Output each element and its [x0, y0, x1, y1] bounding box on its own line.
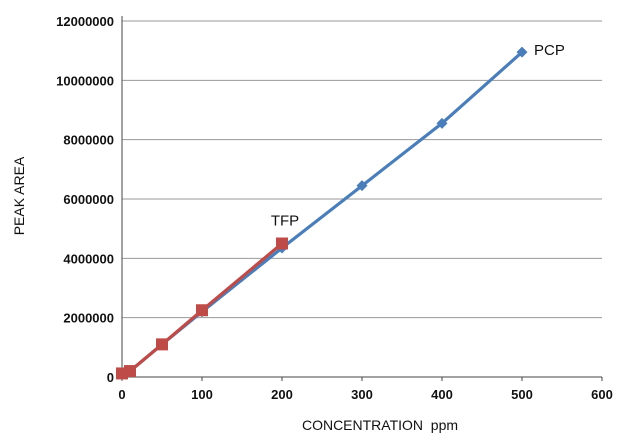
data-point-tfp — [276, 237, 288, 250]
y-tick-label: 8000000 — [63, 133, 114, 148]
series-labels: PCP TFP — [271, 42, 565, 229]
series-line-pcp — [121, 51, 524, 375]
series-label-tfp: TFP — [271, 213, 299, 230]
axes — [121, 16, 602, 378]
data-point-tfp — [124, 365, 136, 378]
x-tick-label: 100 — [191, 387, 213, 402]
x-tick-labels: 0 100 200 300 400 500 600 — [118, 377, 613, 402]
y-tick-label: 0 — [107, 370, 114, 385]
series-label-pcp: PCP — [534, 42, 565, 59]
series-layer — [116, 46, 528, 380]
x-tick-label: 500 — [511, 387, 533, 402]
x-tick-label: 0 — [118, 387, 125, 402]
y-tick-labels: 0 2000000 4000000 6000000 8000000 10000000 120… — [56, 14, 114, 385]
y-tick-label: 10000000 — [56, 73, 114, 88]
x-tick-label: 200 — [271, 387, 293, 402]
gridlines — [122, 20, 602, 319]
data-point-pcp — [516, 46, 528, 58]
data-point-pcp — [436, 117, 448, 129]
x-tick-label: 300 — [351, 387, 373, 402]
y-tick-label: 12000000 — [56, 14, 114, 29]
data-point-tfp — [156, 338, 168, 351]
y-tick-label: 4000000 — [63, 251, 114, 266]
data-point-tfp — [196, 304, 208, 317]
y-tick-label: 6000000 — [63, 192, 114, 207]
x-tick-label: 400 — [431, 387, 453, 402]
x-axis-title: CONCENTRATION ppm — [302, 417, 458, 433]
y-tick-label: 2000000 — [63, 311, 114, 326]
data-point-pcp — [356, 180, 368, 192]
x-tick-label: 600 — [591, 387, 613, 402]
y-axis-title: PEAK AREA — [11, 156, 27, 235]
